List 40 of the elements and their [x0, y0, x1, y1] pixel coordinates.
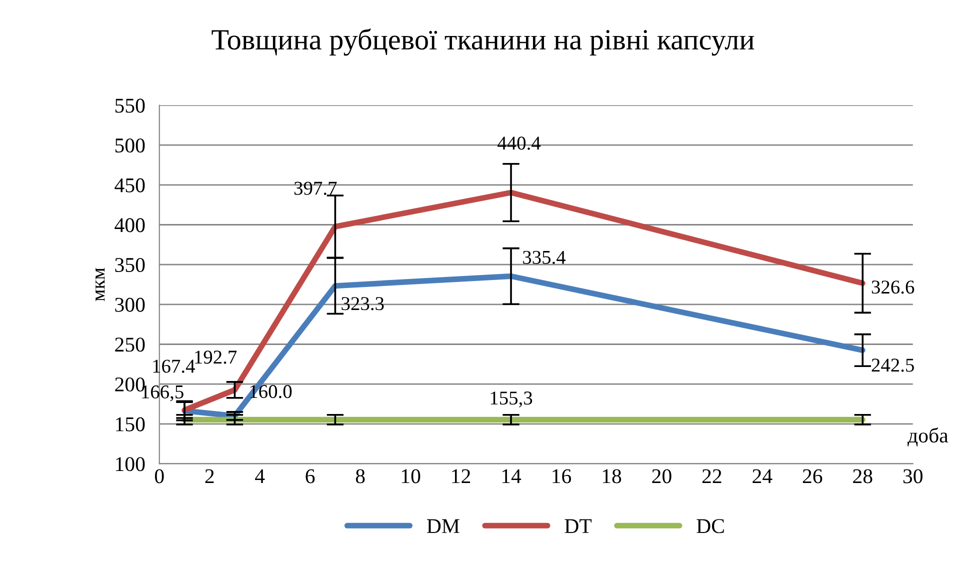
x-tick-label: 20: [652, 469, 672, 484]
x-tick-label: 4: [255, 469, 265, 484]
x-tick-label: 2: [205, 469, 214, 484]
x-tick-label: 22: [702, 469, 722, 484]
x-tick-label: 26: [802, 469, 822, 484]
x-tick-label: 6: [306, 469, 315, 484]
legend-label: DM: [427, 519, 460, 533]
y-axis-title: мкм: [96, 268, 105, 302]
x-tick-label: 16: [552, 469, 572, 484]
x-tick-label: 18: [602, 469, 622, 484]
y-tick-label: 350: [115, 258, 145, 272]
x-tick-label: 14: [502, 469, 522, 484]
legend-label: DT: [564, 519, 592, 533]
y-tick-label: 150: [116, 417, 145, 432]
y-tick-label: 100: [116, 457, 145, 472]
data-label: 440.4: [498, 136, 541, 150]
data-label: 167.4: [153, 360, 195, 373]
y-tick-label: 300: [115, 298, 145, 312]
data-label: 242.5: [872, 358, 914, 372]
x-tick-label: 8: [356, 469, 365, 484]
y-tick-label: 550: [115, 98, 145, 113]
data-label: 397.7: [294, 182, 337, 195]
x-tick-label: 28: [853, 469, 872, 484]
y-tick-label: 400: [114, 218, 145, 232]
legend-label: DC: [696, 519, 724, 534]
data-label: 335.4: [523, 250, 566, 264]
x-tick-label: 10: [402, 469, 420, 484]
chart-title: Товщина рубцевої тканини на рівні капсули: [212, 28, 754, 56]
x-tick-label: 12: [452, 469, 470, 484]
x-tick-label: 30: [903, 469, 922, 484]
x-axis-title: доба: [908, 427, 948, 446]
data-label: 192.7: [195, 350, 237, 364]
data-label: 155,3: [490, 392, 532, 408]
data-label: 323.3: [342, 297, 384, 310]
y-tick-label: 250: [115, 338, 145, 352]
data-label: 326.6: [872, 280, 914, 294]
x-tick-label: 0: [154, 469, 164, 484]
y-tick-label: 450: [114, 178, 145, 192]
x-tick-label: 24: [752, 469, 772, 484]
y-tick-label: 500: [115, 138, 145, 153]
